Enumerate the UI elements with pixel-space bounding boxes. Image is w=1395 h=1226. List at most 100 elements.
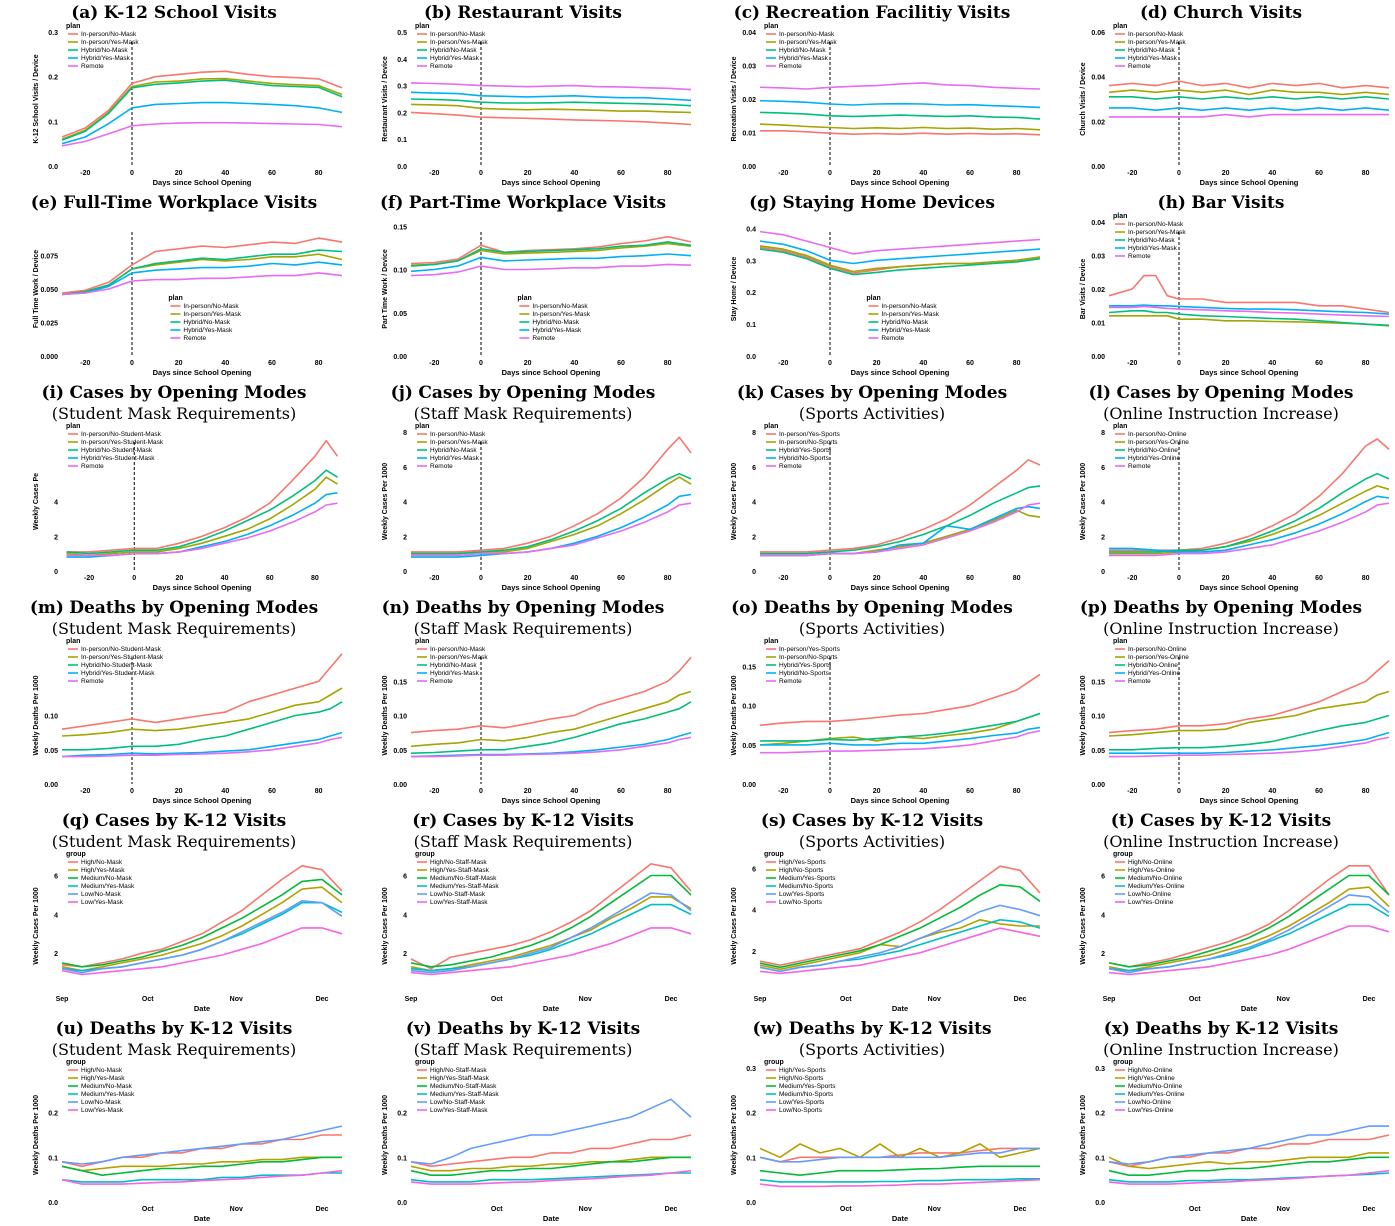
y-tick-label: 8 (1101, 430, 1105, 437)
legend-label: In-person/No-Online (1128, 431, 1187, 438)
series-line (62, 701, 343, 751)
chart-panel-i: (i) Cases by Opening Modes (Student Mask … (0, 380, 348, 595)
series-line (61, 878, 343, 968)
legend-label: Hybrid/Yes-Sports (779, 447, 832, 454)
chart-svg: 0.0 0.1 0.2 0.3 -20 0 20 40 60 80 Days since Schoo… (33, 23, 343, 187)
x-tick-label: 40 (919, 170, 927, 177)
legend-label: Remote (779, 463, 802, 470)
x-tick-label: 40 (221, 575, 229, 582)
x-tick-label: 20 (1222, 788, 1230, 795)
series-line (61, 653, 343, 730)
panel-title: (u) Deaths by K-12 Visits (0, 1018, 348, 1040)
series-line (1108, 80, 1390, 89)
series-line (411, 493, 692, 558)
series-line (760, 502, 1041, 557)
legend-label: Hybrid/Yes-Mask (430, 455, 480, 462)
x-axis-label: Date (892, 1214, 908, 1223)
y-axis-label: Full Time Work / Device (33, 250, 40, 328)
x-axis-label: Days since School Opening (153, 368, 252, 377)
panel-title: (e) Full-Time Workplace Visits (0, 192, 348, 214)
panel-label: (w) (752, 1019, 784, 1039)
chart-svg: 0.0 0.1 0.2 0.3 0.4 0.5 -20 0 20 40 60 80 Days since… (382, 23, 692, 187)
panel-title-text: Bar Visits (1191, 193, 1285, 213)
series-line (1108, 1152, 1389, 1170)
panel-title-text: Deaths by Opening Modes (763, 598, 1013, 618)
x-axis-label: Days since School Opening (153, 583, 252, 592)
y-tick-label: 0.05 (1091, 748, 1105, 755)
y-tick-label: 0.0 (397, 1200, 407, 1207)
series-line (1109, 305, 1390, 318)
x-tick-label: 80 (664, 788, 672, 795)
legend-label: High/No-Mask (81, 1067, 123, 1074)
legend-label: Hybrid/No-Mask (1128, 237, 1175, 244)
x-tick-label: 80 (1362, 788, 1370, 795)
y-axis-label: Weekly Cases Per 1000 (1080, 887, 1087, 964)
x-tick-label: Dec (1014, 1206, 1027, 1213)
legend-title: group (1113, 851, 1133, 858)
y-tick-label: 0.00 (742, 164, 756, 171)
legend-label: Hybrid/No-Mask (881, 319, 928, 326)
series-line (410, 690, 692, 748)
y-tick-label: 0.2 (397, 110, 407, 117)
series-line (410, 1098, 692, 1165)
series-line (759, 245, 1041, 273)
y-tick-label: 0.050 (40, 287, 58, 294)
x-tick-label: 40 (221, 170, 229, 177)
legend-title: group (415, 851, 435, 858)
series-line (1109, 731, 1390, 754)
y-tick-label: 0.1 (48, 119, 58, 126)
y-tick-label: 0.1 (397, 137, 407, 144)
chart-svg: 0.00 0.05 0.10 0.15 -20 0 20 40 60 80 Days since S… (382, 638, 692, 805)
x-tick-label: Nov (1277, 1206, 1290, 1213)
series-line (410, 1156, 691, 1172)
y-tick-label: 0.04 (1091, 220, 1105, 227)
legend-label: In-person/Yes-Sports (779, 646, 841, 653)
y-axis-label: Weekly Cases Per 1000 (33, 887, 40, 964)
y-tick-label: 0 (403, 569, 407, 576)
legend-title: plan (866, 295, 880, 302)
x-tick-label: 60 (268, 170, 276, 177)
panel-title-text: Cases by Opening Modes (418, 383, 656, 403)
series-line (61, 101, 343, 145)
y-tick-label: 0.05 (393, 748, 407, 755)
legend-label: Medium/No-Mask (81, 875, 133, 882)
x-tick-label: Nov (230, 1206, 243, 1213)
legend-label: In-person/No-Mask (81, 31, 137, 38)
y-tick-label: 0.00 (1091, 354, 1105, 361)
chart-svg: 0.00 0.05 0.10 0.15 -20 0 20 40 60 80 Days since S… (731, 638, 1041, 805)
legend-label: Medium/Yes-Sports (779, 1083, 836, 1090)
y-tick-label: 0.03 (1091, 254, 1105, 261)
panel-label: (h) (1157, 193, 1186, 213)
series-line (61, 865, 343, 968)
legend-title: plan (764, 638, 778, 645)
y-tick-label: 0.15 (742, 665, 756, 672)
series-line (410, 1172, 691, 1183)
series-line (61, 237, 343, 294)
y-tick-label: 0.02 (1091, 119, 1105, 126)
series-line (1108, 886, 1390, 972)
series-line (759, 111, 1041, 120)
chart-panel-s: (s) Cases by K-12 Visits (Sports Activiti… (698, 808, 1046, 1016)
x-tick-label: 80 (1013, 170, 1021, 177)
y-axis-label: Weekly Deaths Per 1000 (382, 1095, 389, 1175)
x-axis-label: Date (194, 1214, 210, 1223)
panel-title-text: Deaths by Opening Modes (1113, 598, 1363, 618)
legend-label: Medium/Yes-Sports (779, 875, 836, 882)
y-tick-label: 2 (752, 949, 756, 956)
panel-label: (q) (61, 811, 90, 831)
series-line (1109, 485, 1390, 555)
y-axis-label: Weekly Deaths Per 1000 (1080, 1095, 1087, 1175)
series-line (1108, 310, 1390, 327)
x-axis-label: Days since School Opening (851, 368, 950, 377)
legend-label: In-person/No-Student-Mask (81, 431, 162, 438)
panel-title-text: Recreation Facilitiy Visits (765, 3, 1011, 23)
x-tick-label: Oct (491, 996, 503, 1003)
legend-label: Hybrid/Yes-Mask (430, 55, 480, 62)
x-tick-label: 40 (1268, 788, 1276, 795)
series-line (61, 899, 343, 974)
legend-label: Medium/No-Sports (779, 883, 834, 890)
legend-label: Low/No-Staff-Mask (430, 1099, 486, 1106)
series-line (1109, 96, 1390, 100)
legend-label: Remote (779, 678, 802, 685)
y-tick-label: 2 (1101, 951, 1105, 958)
